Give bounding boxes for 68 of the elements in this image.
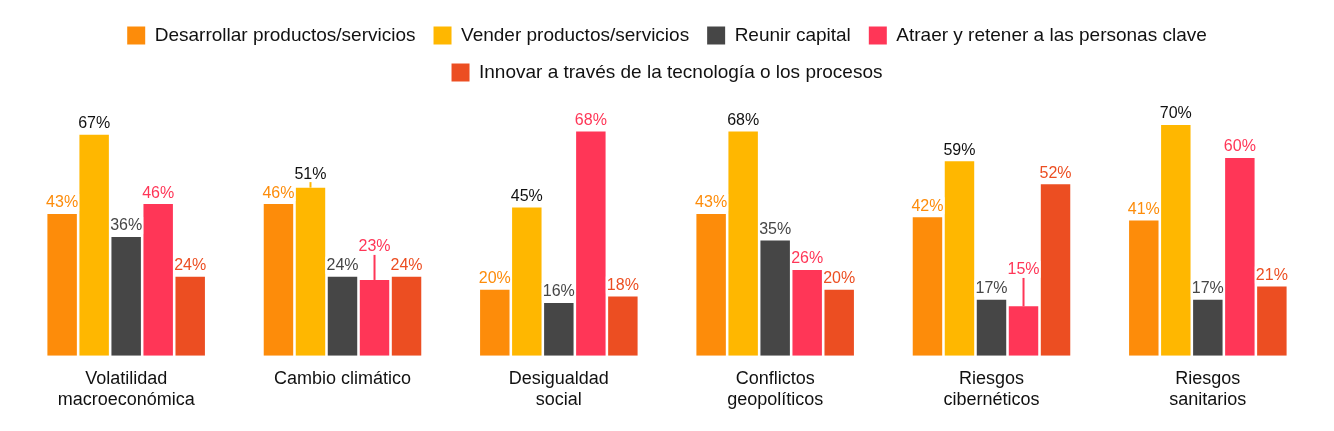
bar bbox=[912, 217, 943, 356]
data-label: 16% bbox=[542, 282, 575, 300]
data-label: 36% bbox=[110, 216, 143, 234]
bar bbox=[792, 270, 822, 356]
bar bbox=[976, 299, 1007, 356]
bar bbox=[760, 240, 790, 356]
data-label: 20% bbox=[823, 269, 856, 287]
x-tick-label: Conflictos geopolíticos bbox=[727, 367, 824, 410]
bar bbox=[79, 134, 109, 356]
data-label: 68% bbox=[727, 110, 760, 128]
bar bbox=[1257, 286, 1287, 356]
legend-label: Reunir capital bbox=[734, 23, 851, 45]
bar bbox=[391, 276, 422, 356]
legend-label: Desarrollar productos/servicios bbox=[154, 23, 416, 45]
data-label: 24% bbox=[326, 256, 359, 274]
data-label: 26% bbox=[791, 249, 824, 267]
data-label: 46% bbox=[262, 183, 295, 201]
bar bbox=[1161, 124, 1191, 356]
bar bbox=[824, 289, 854, 356]
bar bbox=[327, 276, 358, 356]
bar bbox=[1225, 157, 1255, 356]
data-label: 21% bbox=[1255, 265, 1288, 283]
bar bbox=[111, 237, 141, 356]
data-label: 18% bbox=[606, 275, 639, 293]
data-label: 15% bbox=[1007, 260, 1040, 278]
data-label: 51% bbox=[294, 164, 327, 182]
data-label: 17% bbox=[1191, 279, 1224, 297]
data-label: 70% bbox=[1159, 104, 1192, 122]
data-label: 68% bbox=[574, 110, 607, 128]
x-tick-label: Volatilidad macroeconómica bbox=[57, 367, 196, 410]
bar bbox=[1193, 299, 1223, 356]
data-label: 45% bbox=[510, 186, 543, 204]
bar bbox=[512, 207, 542, 356]
bar bbox=[175, 276, 205, 356]
data-label: 41% bbox=[1127, 200, 1160, 218]
bar bbox=[576, 131, 606, 356]
bar bbox=[47, 214, 77, 356]
data-label: 20% bbox=[478, 269, 511, 287]
x-tick-label: Riesgos cibernéticos bbox=[943, 367, 1040, 410]
legend-label: Atraer y retener a las personas clave bbox=[896, 23, 1207, 45]
data-label: 24% bbox=[390, 256, 423, 274]
bar bbox=[608, 296, 638, 356]
bar bbox=[263, 204, 294, 356]
x-tick-label: Desigualdad social bbox=[508, 367, 609, 410]
bar bbox=[1040, 184, 1071, 356]
x-tick-label: Riesgos sanitarios bbox=[1169, 367, 1247, 410]
data-label: 23% bbox=[358, 237, 391, 255]
bar bbox=[480, 289, 510, 356]
data-label: 43% bbox=[46, 193, 79, 211]
data-label: 60% bbox=[1223, 137, 1256, 155]
data-label: 59% bbox=[943, 140, 976, 158]
data-label: 43% bbox=[695, 193, 728, 211]
bar bbox=[696, 214, 726, 356]
data-label: 17% bbox=[975, 279, 1008, 297]
bar bbox=[944, 161, 975, 356]
data-label: 35% bbox=[759, 219, 792, 237]
legend-label: Innovar a través de la tecnología o los procesos bbox=[479, 60, 883, 82]
bar bbox=[544, 303, 574, 356]
bar bbox=[1129, 220, 1159, 356]
data-label: 24% bbox=[174, 256, 207, 274]
legend-label: Vender productos/servicios bbox=[461, 23, 690, 45]
bar bbox=[143, 204, 173, 356]
data-label: 67% bbox=[78, 114, 111, 132]
x-tick-label: Cambio climático bbox=[273, 367, 412, 388]
data-label: 46% bbox=[142, 183, 175, 201]
data-label: 42% bbox=[911, 196, 944, 214]
bar bbox=[728, 131, 758, 356]
data-label: 52% bbox=[1039, 163, 1072, 181]
